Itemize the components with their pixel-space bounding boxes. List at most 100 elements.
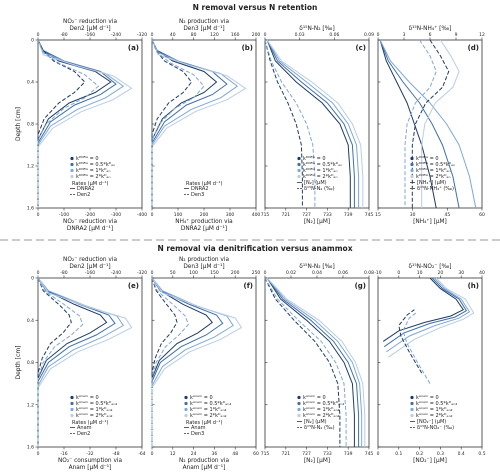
bottom-tick-label: 60: [253, 451, 259, 457]
panel-label: (b): [242, 44, 253, 52]
top-axis-label: N₂ production via: [179, 257, 230, 263]
legend-entry: kᴰᴺᴿᴬ = 0: [76, 156, 99, 162]
legend-entry: kᴬⁿᵃᵐ = 0.5*kᴰₑₙ₂: [76, 401, 117, 407]
bottom-tick-label: 30: [410, 212, 416, 218]
legend-entry: Anam: [77, 425, 92, 431]
bottom-tick-label: 745: [365, 212, 374, 218]
series-line: [37, 277, 133, 447]
legend-marker: [410, 174, 414, 179]
legend-entry: kᴬⁿᵃᵐ = 2*kᴰₑₙ₂: [416, 413, 453, 419]
legend-marker: [70, 413, 74, 418]
series-line: [37, 277, 84, 447]
plot-frame: [151, 277, 257, 448]
legend-entry: kᴰᴺᴿᴬ = 1*kᴰₑₙ: [76, 168, 110, 174]
top-tick-label: 0: [264, 32, 267, 38]
series-line: [266, 277, 355, 447]
legend-entry: Den2: [77, 431, 90, 437]
bottom-tick-label: -48: [112, 451, 119, 457]
top-tick-label: 100: [189, 270, 198, 276]
series-line: [404, 39, 437, 208]
depth-tick-label: 1.6: [27, 445, 34, 451]
series-line: [264, 39, 303, 208]
top-axis-label: Den3 [µM d⁻¹]: [183, 263, 224, 270]
depth-tick-label: 1.2: [27, 164, 34, 170]
series-line: [266, 39, 351, 208]
legend-entry: kᴬⁿᵃᵐ = 2*kᴰₑₙ₂: [76, 413, 113, 419]
depth-tick-label: 1.2: [27, 402, 34, 408]
bottom-tick-label: 45: [444, 212, 450, 218]
top-tick-label: 0.09: [364, 32, 374, 38]
legend-marker: [184, 413, 188, 418]
series-line: [411, 39, 450, 208]
depth-tick-label: 1.6: [27, 206, 34, 212]
bottom-tick-label: 721: [282, 451, 291, 457]
bottom-axis-label: Anam [µM d⁻¹]: [183, 464, 226, 471]
top-axis-label: δ¹⁵N-N₂ [‰]: [299, 25, 334, 32]
depth-tick-label: 0.8: [27, 122, 34, 128]
bottom-axis-label: DNRA2 [µM d⁻¹]: [181, 225, 227, 232]
series-line: [37, 39, 117, 208]
top-tick-label: -320: [137, 32, 147, 38]
legend-marker: [297, 401, 301, 406]
legend-entry: kᴰᴺᴿᴬ = 0.5*kᴰₑₙ: [303, 162, 342, 168]
top-tick-label: 0.06: [338, 270, 348, 276]
legend-marker: [410, 413, 414, 418]
legend-entry: kᴰᴺᴿᴬ = 2*kᴰₑₙ: [303, 174, 337, 180]
legend-marker: [184, 407, 188, 412]
top-tick-label: 120: [210, 32, 219, 38]
series-line: [151, 277, 178, 447]
legend-entry: kᴬⁿᵃᵐ = 0: [416, 395, 439, 401]
top-tick-label: 200: [252, 32, 261, 38]
legend-entry: kᴬⁿᵃᵐ = 1*kᴰₑₙ₂: [416, 407, 453, 413]
bottom-axis-label: [N₂] [µM]: [304, 458, 330, 464]
bottom-tick-label: 0.2: [416, 451, 423, 457]
panel-c: 0 0.03 0.06 0.09 δ¹⁵N-N₂ [‰] 715 721 727 733 739 7…: [261, 25, 374, 225]
legend-entry: kᴰᴺᴿᴬ = 0: [303, 156, 326, 162]
legend-entry: kᴬⁿᵃᵐ = 2*kᴰₑₙ₂: [303, 413, 340, 419]
legend-title: Rates (µM d⁻¹): [186, 420, 223, 426]
bottom-axis-label: N₂ production via: [179, 458, 230, 464]
legend-marker: [297, 174, 301, 179]
top-tick-label: 0: [264, 270, 267, 276]
top-tick-label: -80: [60, 270, 67, 276]
legend-entry: [N₂] (µM): [304, 180, 327, 186]
top-axis-label: Den2 [µM d⁻¹]: [69, 25, 110, 32]
bottom-tick-label: 300: [226, 212, 235, 218]
legend-marker: [184, 401, 188, 406]
bottom-tick-label: 0: [151, 451, 154, 457]
series-line: [266, 277, 360, 447]
legend-entry: δ¹⁵N-NO₂⁻ (‰): [417, 425, 454, 431]
top-tick-label: -160: [85, 270, 95, 276]
top-axis-label: NO₂⁻ reduction via: [63, 19, 117, 25]
series-line: [37, 39, 100, 208]
series-line: [37, 277, 72, 447]
series-line: [151, 39, 228, 208]
top-tick-label: -10: [374, 270, 381, 276]
series-line: [398, 309, 423, 374]
top-tick-label: 0.03: [295, 32, 305, 38]
top-axis-label: Den2 [µM d⁻¹]: [69, 263, 110, 270]
legend-marker: [297, 168, 301, 173]
series-line: [151, 277, 189, 447]
series-line: [266, 39, 364, 208]
legend-marker: [410, 395, 414, 400]
legend-entry: kᴰᴺᴿᴬ = 0: [416, 156, 439, 162]
legend-marker: [184, 395, 188, 400]
top-tick-label: -240: [111, 32, 121, 38]
series-line: [37, 277, 125, 447]
bottom-tick-label: 727: [302, 451, 311, 457]
top-tick-label: 9: [455, 32, 458, 38]
plot-frame: [151, 39, 257, 209]
legend-marker: [70, 401, 74, 406]
legend-entry: kᴰᴺᴿᴬ = 2*kᴰₑₙ: [76, 174, 110, 180]
bottom-tick-label: -100: [59, 212, 69, 218]
top-tick-label: 0: [151, 32, 154, 38]
top-tick-label: 150: [210, 270, 219, 276]
series-line: [379, 39, 460, 209]
panel-d: 0 3 6 9 12 δ¹⁵N-NH₄⁺ [‰] 15 30 45 60 [NH₄⁺] [µM] (d…: [375, 25, 485, 225]
top-tick-label: 0: [37, 32, 40, 38]
top-axis-label: Den3 [µM d⁻¹]: [183, 25, 224, 32]
series-line: [151, 39, 205, 208]
legend-marker: [70, 174, 74, 179]
